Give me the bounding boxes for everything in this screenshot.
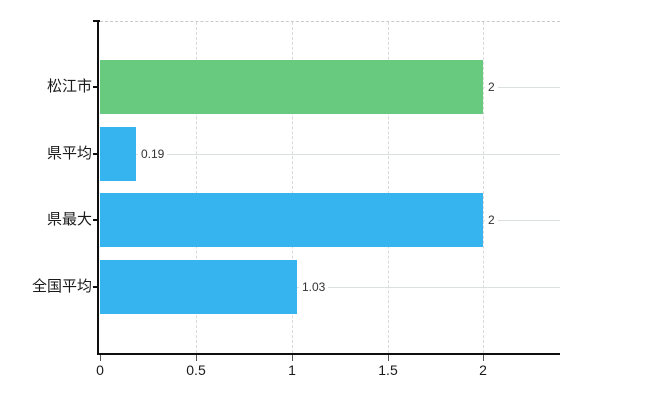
bar-value-label: 2 bbox=[485, 80, 498, 94]
y-axis-tick bbox=[93, 286, 99, 288]
x-axis-tick-label: 2 bbox=[479, 362, 487, 378]
bar-3[interactable] bbox=[100, 260, 297, 314]
x-axis-tick-label: 0 bbox=[96, 362, 104, 378]
x-axis-tick-label: 1 bbox=[288, 362, 296, 378]
x-axis-tick bbox=[388, 355, 389, 361]
x-axis-tick-label: 0.5 bbox=[186, 362, 206, 378]
plot-area: 2 0.19 2 1.03 bbox=[100, 21, 560, 353]
bar-value-label: 2 bbox=[485, 213, 498, 227]
x-axis-line bbox=[97, 353, 560, 355]
y-axis-label: 松江市 bbox=[46, 78, 92, 95]
gridline-vertical bbox=[292, 22, 293, 353]
gridline-vertical bbox=[388, 22, 389, 353]
plot-top-border bbox=[100, 21, 560, 22]
y-axis-label: 全国平均 bbox=[31, 278, 92, 295]
bar-0[interactable] bbox=[100, 60, 483, 114]
bar-2[interactable] bbox=[100, 193, 483, 247]
y-axis-tick bbox=[93, 86, 99, 88]
bar-value-label: 1.03 bbox=[299, 280, 329, 294]
gridline-horizontal bbox=[100, 154, 560, 155]
y-axis-label: 県最大 bbox=[46, 211, 92, 228]
x-axis-tick bbox=[196, 355, 197, 361]
y-axis-top-tick bbox=[93, 20, 100, 22]
bar-1[interactable] bbox=[100, 127, 136, 181]
y-axis-line bbox=[97, 21, 99, 355]
y-axis-label: 県平均 bbox=[46, 145, 92, 162]
y-axis-tick bbox=[93, 219, 99, 221]
gridline-vertical bbox=[483, 22, 484, 353]
gridline-horizontal bbox=[100, 287, 560, 288]
bar-value-label: 0.19 bbox=[138, 147, 168, 161]
gridline-vertical bbox=[196, 22, 197, 353]
x-axis-tick bbox=[100, 355, 101, 361]
y-axis-tick bbox=[93, 153, 99, 155]
x-axis-tick bbox=[483, 355, 484, 361]
x-axis-tick bbox=[292, 355, 293, 361]
x-axis-tick-label: 1.5 bbox=[378, 362, 398, 378]
